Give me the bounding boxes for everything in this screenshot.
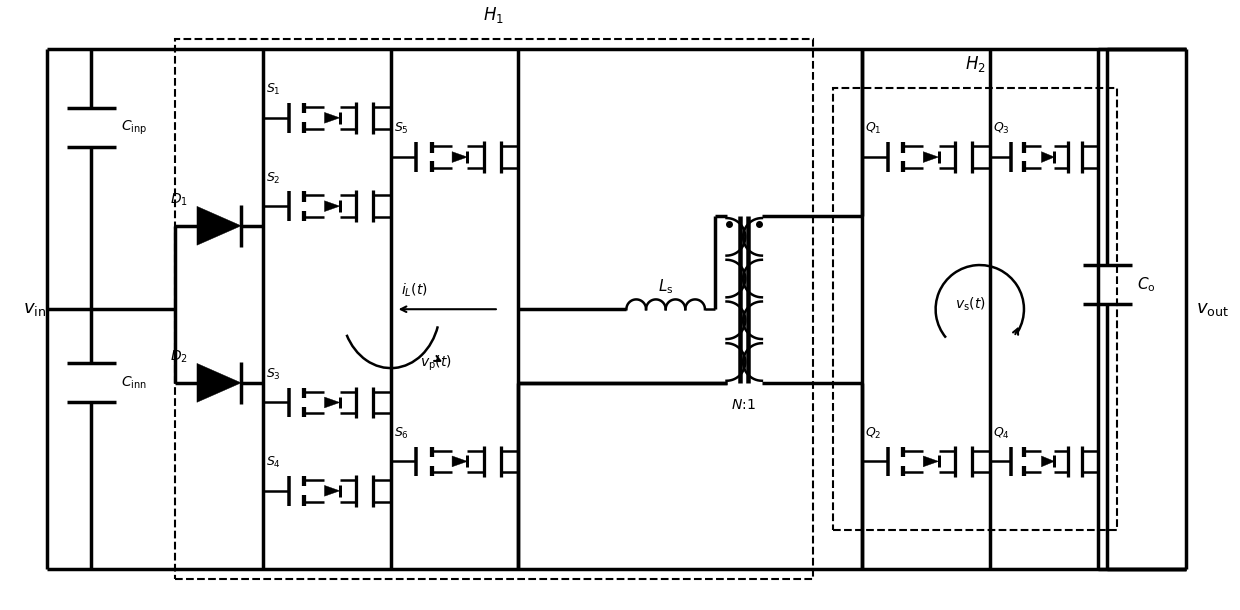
Text: $Q_2$: $Q_2$: [866, 426, 882, 441]
Text: $v_{\mathrm{out}}$: $v_{\mathrm{out}}$: [1195, 300, 1229, 318]
Polygon shape: [1042, 152, 1054, 162]
Text: $S_5$: $S_5$: [394, 121, 408, 137]
Text: $D_1$: $D_1$: [170, 192, 188, 208]
Polygon shape: [197, 206, 241, 245]
Polygon shape: [325, 201, 340, 212]
Bar: [832, 88, 1117, 530]
Polygon shape: [1042, 456, 1054, 467]
Polygon shape: [453, 152, 467, 162]
Text: $Q_1$: $Q_1$: [866, 121, 882, 137]
Text: $C_{\mathrm{inp}}$: $C_{\mathrm{inp}}$: [120, 118, 148, 137]
Text: $H_2$: $H_2$: [965, 54, 986, 74]
Text: $S_6$: $S_6$: [394, 426, 409, 441]
Text: $i_L(t)$: $i_L(t)$: [401, 282, 428, 300]
Bar: [175, 39, 813, 579]
Text: $H_1$: $H_1$: [484, 4, 505, 24]
Polygon shape: [924, 152, 939, 162]
Text: $Q_4$: $Q_4$: [992, 426, 1009, 441]
Text: $S_3$: $S_3$: [267, 367, 281, 382]
Polygon shape: [924, 456, 939, 467]
Text: $Q_3$: $Q_3$: [992, 121, 1009, 137]
Text: $C_{\mathrm{o}}$: $C_{\mathrm{o}}$: [1137, 275, 1156, 294]
Text: $C_{\mathrm{inn}}$: $C_{\mathrm{inn}}$: [120, 375, 146, 391]
Text: $L_{\mathrm{s}}$: $L_{\mathrm{s}}$: [658, 278, 673, 296]
Polygon shape: [325, 486, 340, 496]
Text: $S_1$: $S_1$: [267, 82, 280, 97]
Text: $S_2$: $S_2$: [267, 170, 280, 185]
Polygon shape: [453, 456, 467, 467]
Polygon shape: [325, 112, 340, 123]
Text: $N\!:\!1$: $N\!:\!1$: [732, 398, 756, 412]
Text: $v_{\mathrm{s}}(t)$: $v_{\mathrm{s}}(t)$: [955, 296, 986, 313]
Text: $v_{\mathrm{p}}(t)$: $v_{\mathrm{p}}(t)$: [420, 353, 453, 373]
Polygon shape: [325, 397, 340, 408]
Text: $D_2$: $D_2$: [170, 349, 188, 365]
Text: $S_4$: $S_4$: [267, 455, 281, 470]
Polygon shape: [197, 364, 241, 402]
Text: $v_{\mathrm{in}}$: $v_{\mathrm{in}}$: [22, 300, 46, 318]
